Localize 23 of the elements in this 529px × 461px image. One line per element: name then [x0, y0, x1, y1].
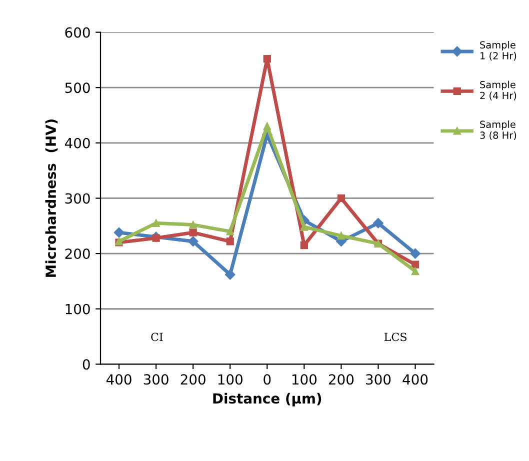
y-tick-label: 400 — [64, 138, 90, 148]
y-tick-label: 500 — [65, 82, 90, 94]
y-tick-label: 600 — [65, 27, 90, 38]
x-tick-label: 400 — [402, 374, 428, 385]
annotation: CI — [151, 332, 163, 342]
x-tick-label: 100 — [292, 374, 317, 385]
y-tick-label: 300 — [65, 193, 90, 204]
legend-label: Sample 3 (8 Hr) — [480, 120, 516, 140]
y-axis-title: Microhardness (HV) — [45, 120, 58, 277]
legend-label: Sample 1 (2 Hr) — [480, 41, 516, 61]
x-tick-label: 400 — [106, 374, 132, 385]
x-tick-label: 100 — [218, 374, 242, 385]
x-tick-label: 200 — [180, 374, 206, 385]
x-tick-label: 200 — [328, 374, 354, 385]
legend-label: Sample 2 (4 Hr) — [480, 80, 516, 100]
y-tick-label: 0 — [82, 359, 90, 370]
annotation: LCS — [384, 332, 406, 342]
x-tick-label: 0 — [264, 374, 271, 385]
y-tick-label: 100 — [66, 304, 90, 314]
x-tick-label: 300 — [144, 374, 168, 385]
x-axis-title: Distance (µm) — [213, 392, 322, 406]
y-tick-label: 200 — [65, 248, 90, 260]
x-tick-label: 300 — [366, 374, 391, 385]
